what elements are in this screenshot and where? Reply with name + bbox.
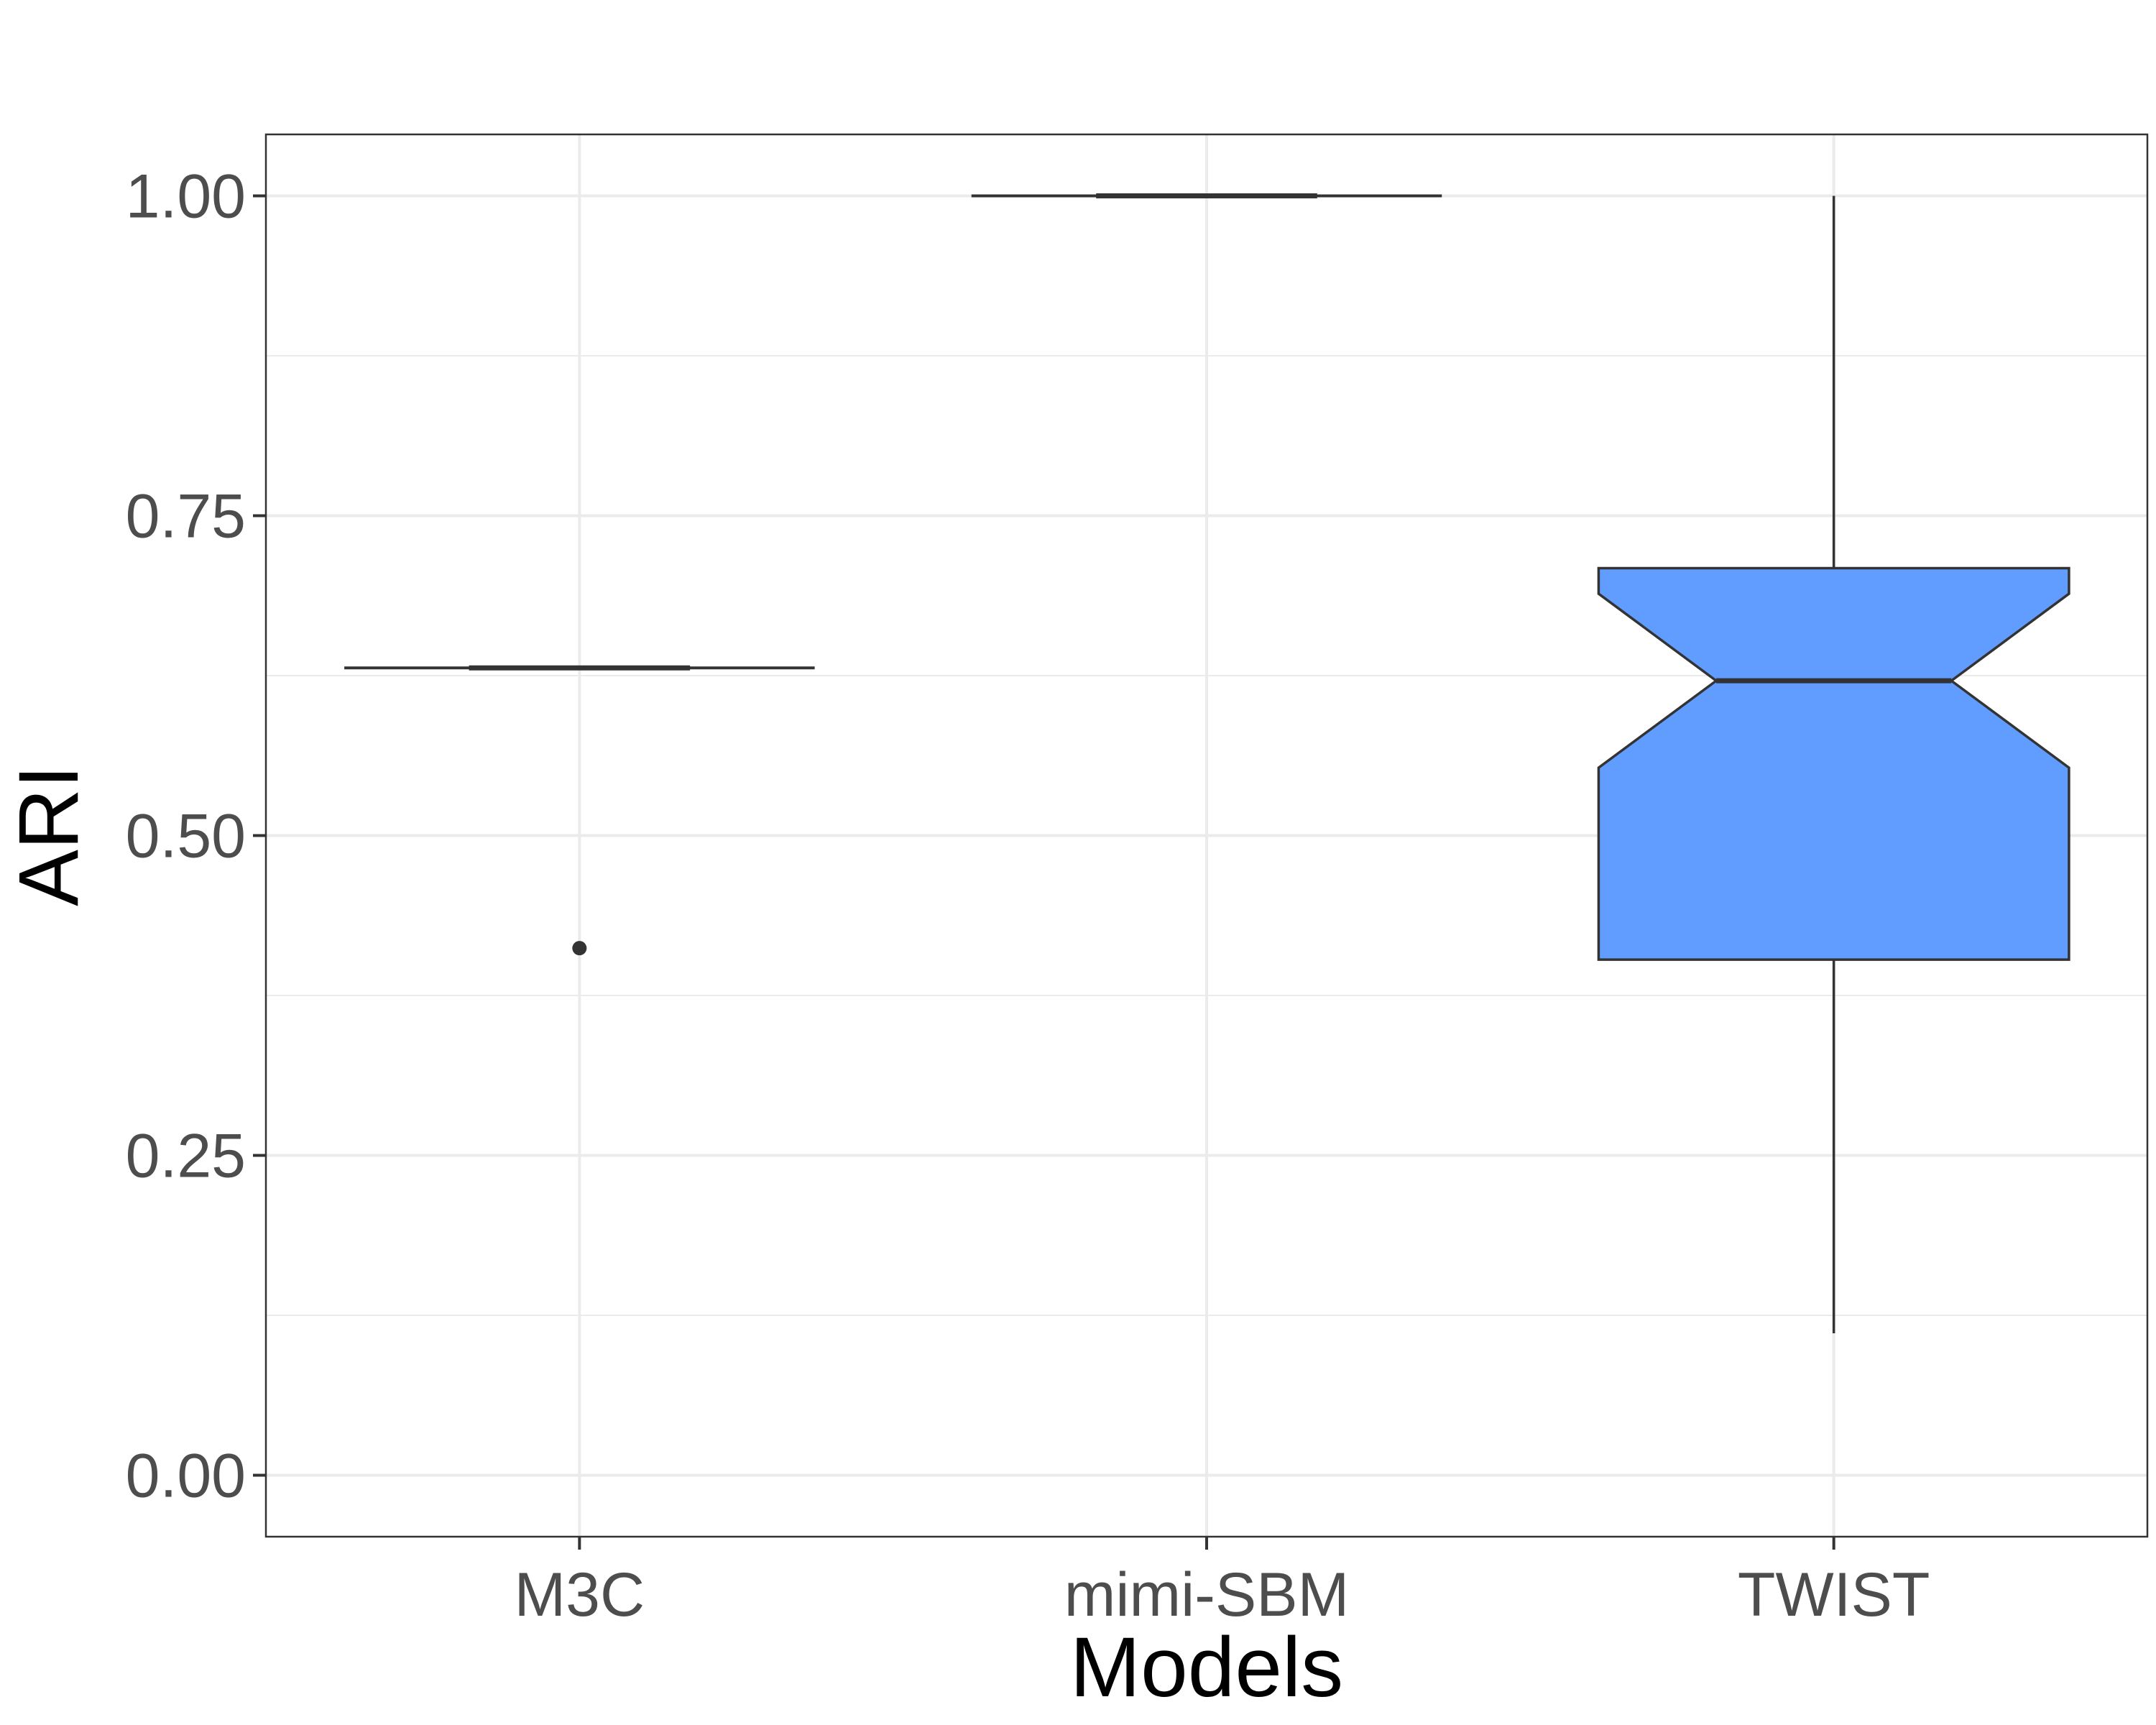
x-tick-label: mimi-SBM <box>1064 1560 1350 1629</box>
y-tick-label: 0.75 <box>126 482 246 551</box>
y-tick-label: 1.00 <box>126 162 246 231</box>
y-tick-label: 0.00 <box>126 1442 246 1511</box>
x-tick-label: M3C <box>515 1560 645 1629</box>
outlier-point <box>572 941 587 956</box>
x-axis-title: Models <box>1070 1620 1343 1715</box>
box-body <box>1597 566 2070 961</box>
y-axis-title: ARI <box>1 765 96 906</box>
box-twist <box>1597 196 2070 1333</box>
boxes <box>344 193 2070 1333</box>
y-tick-label: 0.25 <box>126 1122 246 1191</box>
box-m3c <box>344 665 815 956</box>
y-tick-label: 0.50 <box>126 802 246 871</box>
axis-ticks: 0.00 0.25 0.50 0.75 1.00 M3C mimi-SBM TWIST <box>126 162 1930 1629</box>
x-tick-label: TWIST <box>1738 1560 1930 1629</box>
